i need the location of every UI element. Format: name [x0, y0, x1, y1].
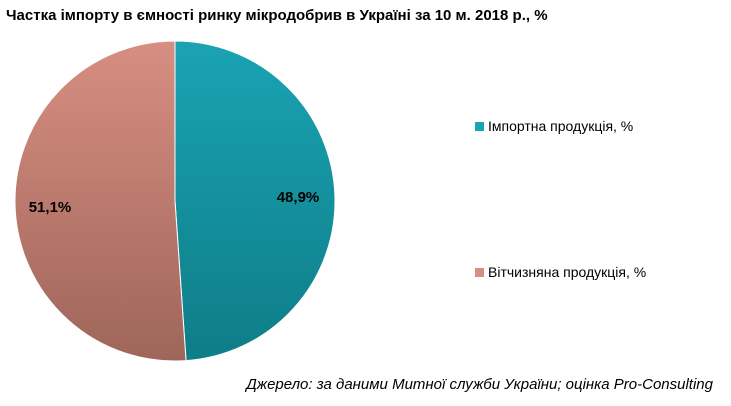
slice-label-0: 48,9% — [277, 189, 320, 206]
legend-label-domestic: Вітчизняна продукція, % — [488, 264, 647, 280]
slice-label-1: 51,1% — [29, 199, 72, 216]
legend-swatch-domestic — [475, 267, 484, 277]
legend-item-domestic: Вітчизняна продукція, % — [475, 264, 646, 280]
chart-title: Частка імпорту в ємності ринку мікродобр… — [6, 7, 548, 24]
legend-item-import: Імпортна продукція, % — [475, 118, 633, 134]
pie-slice-0 — [174, 40, 336, 362]
pie-slice-1 — [14, 40, 187, 362]
legend-swatch-import — [475, 121, 484, 131]
legend-label-import: Імпортна продукція, % — [488, 118, 634, 134]
source-note: Джерело: за даними Митної служби України… — [246, 376, 713, 393]
